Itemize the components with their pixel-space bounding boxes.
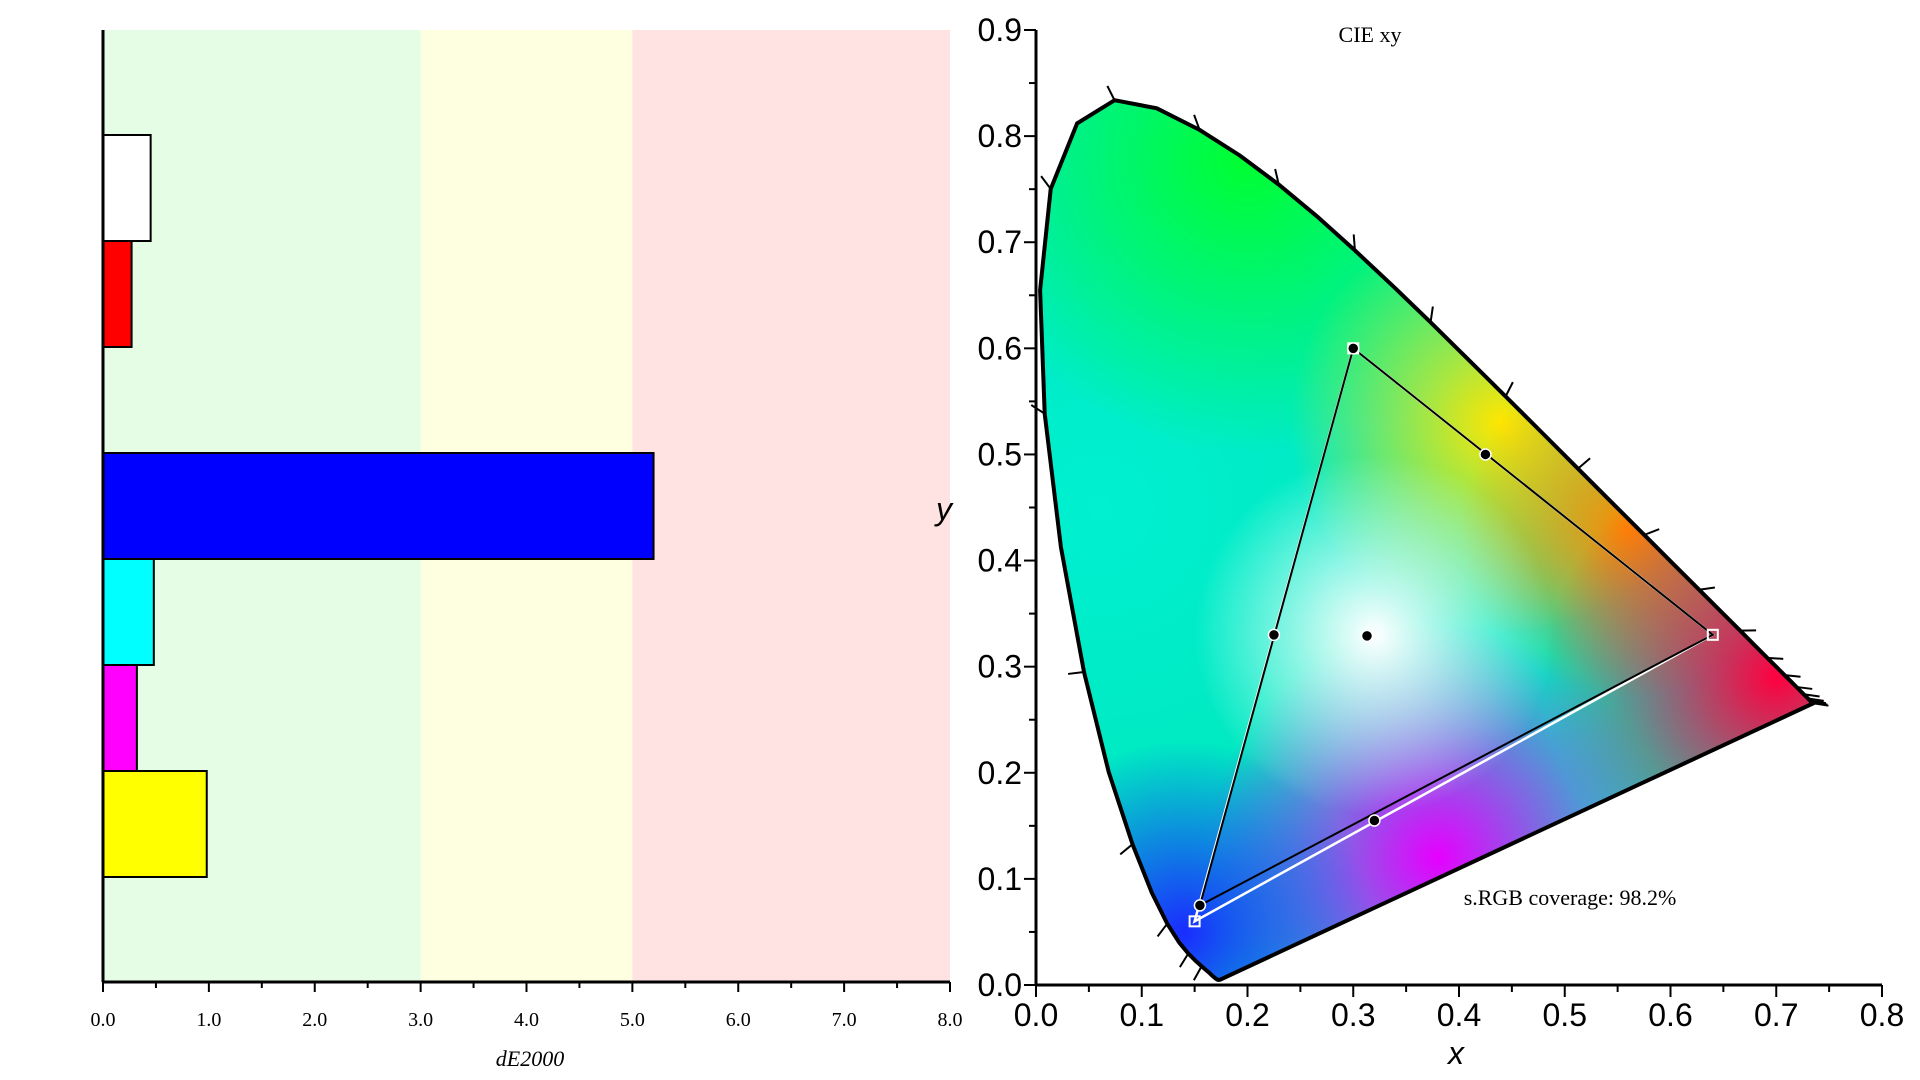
coverage-annotation: s.RGB coverage: 98.2%	[1464, 885, 1677, 910]
wavelength-tick	[1643, 528, 1660, 536]
reference-point	[1188, 915, 1201, 928]
cie-x-axis-label: x	[1446, 1035, 1465, 1071]
measured-gamut-triangle	[1198, 346, 1715, 908]
wavelength-tick	[1274, 168, 1280, 185]
wavelength-tick	[1807, 697, 1824, 702]
bar	[102, 664, 138, 772]
wavelength-tick	[1119, 843, 1134, 856]
cie-y-tick-label: 0.4	[978, 543, 1022, 579]
bar	[102, 558, 155, 666]
cie-x-tick-label: 0.5	[1543, 997, 1587, 1033]
bar-x-tick-label: 0.0	[91, 1009, 116, 1031]
measured-point	[1479, 448, 1492, 461]
cie-y-tick-label: 0.9	[978, 12, 1022, 48]
measured-point	[1267, 628, 1281, 642]
cie-x-tick-label: 0.1	[1120, 997, 1164, 1033]
wavelength-tick	[1429, 306, 1434, 323]
wavelength-ticks	[1030, 85, 1829, 981]
cie-xy-chart: 0.0 0.1 0.2 0.3 0.4 0.5 0.6 0.7 0.8 0.0 0.1 0.2 0.3…	[934, 12, 1904, 1071]
measured-point	[1193, 899, 1207, 912]
cie-x-tick-label: 0.3	[1331, 997, 1375, 1033]
wavelength-tick	[1698, 586, 1716, 591]
cie-x-tick-label: 0.7	[1754, 997, 1798, 1033]
cie-y-tick-label: 0.6	[978, 330, 1022, 366]
wavelength-tick	[1504, 381, 1514, 397]
tolerance-band	[632, 30, 950, 982]
wavelength-tick	[1179, 952, 1190, 968]
cie-x-tick-label: 0.8	[1860, 997, 1904, 1033]
wavelength-tick	[1352, 234, 1356, 251]
bar-x-tick-label: 5.0	[620, 1009, 645, 1031]
wavelength-tick	[1068, 670, 1085, 675]
cie-chart-title: CIE xy	[1339, 22, 1402, 47]
wavelength-tick	[1784, 674, 1801, 678]
cie-x-tick-label: 0.4	[1437, 997, 1481, 1033]
wavelength-tick	[1809, 699, 1827, 705]
de2000-bar-chart: 0.0 1.0 2.0 3.0 4.0 5.0 6.0 7.0 8.0 dE2000	[91, 30, 963, 1071]
cie-x-tick-label: 0.2	[1225, 997, 1269, 1033]
bar-x-tick-label: 8.0	[938, 1009, 963, 1031]
wavelength-tick	[1767, 656, 1784, 660]
wavelength-tick	[1030, 404, 1046, 415]
bar-x-tick-label: 4.0	[514, 1009, 539, 1031]
cie-y-axis-label: y	[934, 491, 954, 527]
wavelength-tick	[1156, 923, 1169, 938]
cie-y-tick-label: 0.2	[978, 755, 1022, 791]
wavelength-tick	[1193, 114, 1201, 131]
wavelength-tick	[1577, 457, 1591, 470]
cie-x-tick-label: 0.6	[1648, 997, 1692, 1033]
reference-point	[1706, 628, 1719, 641]
bar	[102, 770, 208, 878]
bar-x-tick-label: 1.0	[196, 1009, 221, 1031]
cie-x-tick-labels: 0.0 0.1 0.2 0.3 0.4 0.5 0.6 0.7 0.8	[1014, 997, 1904, 1033]
bar	[102, 240, 133, 348]
cie-y-tick-label: 0.5	[978, 436, 1022, 472]
wavelength-tick	[1192, 965, 1203, 981]
cie-y-tick-label: 0.0	[978, 967, 1022, 1003]
bar-x-tick-label: 3.0	[408, 1009, 433, 1031]
cie-axes	[1024, 29, 1883, 997]
bar-series	[102, 134, 655, 878]
cie-y-tick-label: 0.7	[978, 224, 1022, 260]
bar-x-tick-label: 7.0	[832, 1009, 857, 1031]
measured-points	[1188, 342, 1719, 928]
measured-point	[1360, 629, 1374, 643]
cie-y-tick-label: 0.3	[978, 649, 1022, 685]
bar-axes	[101, 30, 951, 992]
cie-y-tick-label: 0.8	[978, 118, 1022, 154]
cie-x-tick-label: 0.0	[1014, 997, 1058, 1033]
cie-y-tick-label: 0.1	[978, 861, 1022, 897]
wavelength-tick	[1803, 693, 1820, 698]
bar-x-tick-label: 6.0	[726, 1009, 751, 1031]
measured-point	[1347, 342, 1360, 355]
wavelength-tick	[1796, 685, 1813, 690]
measured-point	[1368, 814, 1381, 827]
bar	[102, 452, 655, 560]
wavelength-tick	[1106, 85, 1116, 101]
cie-y-tick-labels: 0.0 0.1 0.2 0.3 0.4 0.5 0.6 0.7 0.8 0.9	[978, 12, 1022, 1003]
bar-x-axis-label: dE2000	[496, 1046, 564, 1071]
bar	[102, 134, 152, 242]
bar-x-tick-label: 2.0	[302, 1009, 327, 1031]
wavelength-tick	[1812, 702, 1829, 707]
bar-x-tick-labels: 0.0 1.0 2.0 3.0 4.0 5.0 6.0 7.0 8.0	[91, 1009, 963, 1031]
wavelength-tick	[1040, 175, 1052, 190]
locus-color-blend	[1194, 455, 1555, 815]
